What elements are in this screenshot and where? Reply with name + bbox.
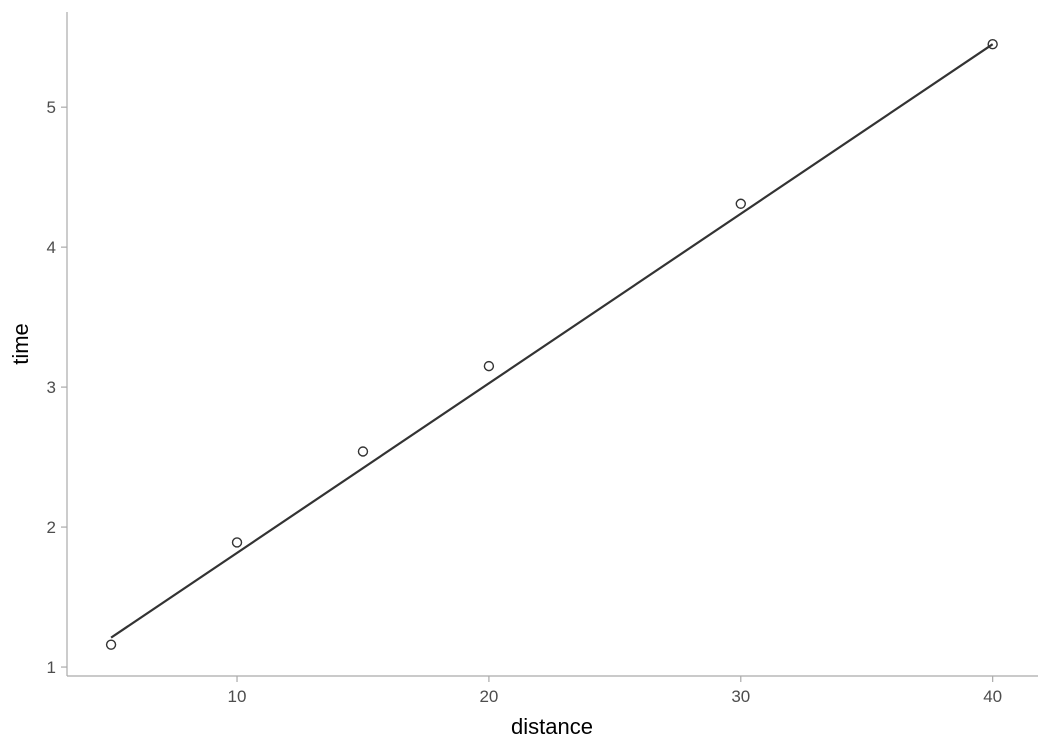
data-point — [231, 537, 243, 548]
y-tick-label: 2 — [47, 518, 56, 537]
x-tick-label: 40 — [983, 687, 1002, 706]
x-tick-label: 30 — [731, 687, 750, 706]
data-point — [105, 639, 117, 650]
data-point — [735, 198, 746, 209]
x-axis-label: distance — [511, 714, 593, 739]
data-point — [483, 360, 495, 372]
y-tick-label: 3 — [47, 378, 56, 397]
data-point — [357, 446, 369, 457]
x-tick-label: 10 — [228, 687, 247, 706]
y-tick-label: 4 — [47, 238, 56, 257]
y-tick-label: 5 — [47, 98, 56, 117]
y-axis-label: time — [8, 323, 33, 365]
y-tick-label: 1 — [47, 658, 56, 677]
fit-line — [110, 43, 994, 639]
data-point — [987, 38, 998, 50]
axes: 10 20 30 40 1 2 3 4 5 — [47, 12, 1038, 706]
x-tick-label: 20 — [479, 687, 498, 706]
marks — [105, 38, 998, 650]
